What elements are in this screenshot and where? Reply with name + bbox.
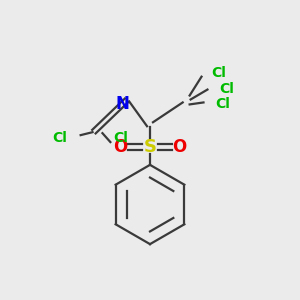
Text: Cl: Cl [212,66,226,80]
Text: Cl: Cl [219,82,234,96]
Text: O: O [172,138,187,156]
Text: Cl: Cl [215,98,230,111]
Text: N: N [115,95,129,113]
Text: S: S [143,138,157,156]
Text: O: O [113,138,127,156]
Text: Cl: Cl [52,131,67,145]
Text: Cl: Cl [113,131,128,145]
